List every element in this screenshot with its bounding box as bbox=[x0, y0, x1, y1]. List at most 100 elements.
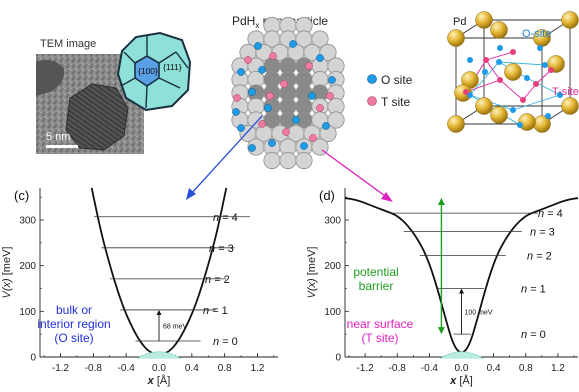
x-tick-label: -0.4 bbox=[421, 363, 439, 374]
lattice-edge bbox=[485, 59, 501, 81]
energy-level-label: n = 3 bbox=[209, 243, 234, 255]
lattice-edge bbox=[512, 94, 561, 111]
x-tick-label: 0.4 bbox=[487, 363, 501, 374]
energy-level-label: n = 1 bbox=[521, 283, 546, 295]
pd-atom bbox=[447, 115, 465, 133]
region-label: near surface bbox=[347, 317, 414, 331]
y-tick-label: 200 bbox=[19, 261, 36, 272]
arrow-head-bulk bbox=[186, 188, 196, 200]
x-tick-label: -0.8 bbox=[389, 363, 407, 374]
o-site-marker bbox=[557, 92, 563, 98]
o-site-marker bbox=[497, 45, 503, 51]
energy-level-label: n = 3 bbox=[530, 226, 555, 238]
t-site-marker bbox=[316, 104, 324, 112]
truncated-octahedron-icon: {100} {111} bbox=[116, 31, 192, 112]
ground-state-density bbox=[439, 351, 484, 359]
o-site-marker bbox=[248, 144, 256, 152]
o-site-marker bbox=[237, 124, 245, 132]
t-site-marker bbox=[326, 92, 334, 100]
y-tick-label: 200 bbox=[324, 261, 341, 272]
tem-nanoparticle bbox=[65, 83, 129, 151]
lattice-pd-label: Pd bbox=[453, 16, 466, 28]
x-tick-label: 0.0 bbox=[152, 363, 166, 374]
arrow-to-surface-panel bbox=[321, 149, 389, 199]
o-site-marker bbox=[289, 40, 297, 48]
legend-o-site-label: O site bbox=[381, 73, 413, 87]
pd-atom bbox=[475, 97, 493, 115]
o-site-marker bbox=[545, 113, 551, 119]
t-site-marker bbox=[280, 80, 288, 88]
y-tick-label: 300 bbox=[324, 215, 341, 226]
lattice-edge bbox=[526, 77, 561, 96]
o-site-marker bbox=[537, 45, 543, 51]
x-tick-label: -1.2 bbox=[52, 363, 70, 374]
x-tick-label: -0.4 bbox=[118, 363, 136, 374]
panel-label: (d) bbox=[319, 188, 335, 203]
spacing-arrow-head bbox=[156, 309, 162, 315]
y-tick-label: 100 bbox=[324, 307, 341, 318]
scale-label: 5 nm bbox=[46, 131, 70, 143]
arrow-to-bulk-panel bbox=[189, 115, 263, 196]
pd-atom bbox=[279, 151, 297, 170]
barrier-arrow-head-top bbox=[437, 198, 445, 206]
o-site-marker bbox=[316, 54, 324, 62]
o-site-marker bbox=[248, 88, 256, 96]
o-site-marker bbox=[322, 122, 330, 130]
facet-100-label: {100} bbox=[138, 66, 158, 76]
y-axis-label: V(x) [meV] bbox=[306, 247, 318, 299]
x-axis-label: x [Å] bbox=[449, 374, 473, 387]
o-site-marker bbox=[264, 104, 272, 112]
pd-atom bbox=[561, 11, 579, 29]
facet-111-label: {111} bbox=[163, 62, 182, 72]
y-tick-label: 300 bbox=[19, 215, 36, 226]
t-site-marker bbox=[282, 128, 290, 136]
barrier-label: barrier bbox=[359, 279, 394, 293]
o-site-marker bbox=[542, 62, 548, 68]
x-tick-label: 1.2 bbox=[251, 363, 265, 374]
tem-dark-particle-left bbox=[36, 60, 65, 96]
region-label: interior region bbox=[37, 317, 110, 331]
chart-d: -1.2 -0.8 -0.4 0.0 0.4 0.8 1.2 0 100 200 300 x [Å] V… bbox=[306, 188, 579, 387]
nanoparticle-cluster bbox=[231, 16, 345, 170]
o-site-marker bbox=[328, 76, 336, 84]
t-site-marker bbox=[533, 81, 539, 87]
o-site-marker bbox=[292, 116, 300, 124]
region-label: (O site) bbox=[54, 331, 93, 345]
o-site-marker bbox=[517, 122, 523, 128]
t-site-marker bbox=[244, 56, 252, 64]
x-tick-label: -0.8 bbox=[85, 363, 103, 374]
energy-level-label: n = 1 bbox=[203, 305, 228, 317]
legend-t-site-marker bbox=[367, 96, 377, 106]
y-tick-label: 0 bbox=[335, 353, 341, 364]
t-site-marker bbox=[233, 94, 241, 102]
t-site-marker bbox=[520, 97, 526, 103]
arrow-head-surface bbox=[381, 192, 393, 202]
pd-atom bbox=[295, 151, 313, 170]
t-site-marker bbox=[483, 57, 489, 63]
t-site-marker bbox=[269, 52, 277, 60]
pd-atom bbox=[490, 106, 508, 124]
t-site-marker bbox=[258, 120, 266, 128]
lattice-edge bbox=[498, 61, 546, 66]
potential-curve bbox=[344, 197, 579, 354]
t-site-marker bbox=[463, 89, 469, 95]
barrier-label: potential bbox=[353, 265, 398, 279]
t-site-marker bbox=[309, 134, 317, 142]
nanoparticle-panel: PdHx nanoparticle O site T site bbox=[231, 14, 413, 170]
legend-t-site-label: T site bbox=[381, 95, 410, 109]
fcc-lattice-diagram: Pd O-site T-site bbox=[447, 11, 579, 133]
spacing-label: 68 meV bbox=[163, 323, 187, 330]
barrier-arrow-head-bottom bbox=[437, 327, 445, 335]
pd-atom bbox=[490, 21, 508, 39]
o-site-marker bbox=[232, 108, 240, 116]
pd-atom bbox=[319, 43, 337, 62]
y-axis-label: V(x) [meV] bbox=[1, 247, 13, 299]
pd-atom bbox=[504, 63, 522, 81]
t-site-marker bbox=[497, 77, 503, 83]
x-tick-label: 0.0 bbox=[455, 363, 469, 374]
o-site-marker bbox=[300, 142, 308, 150]
energy-level-label: n = 2 bbox=[527, 251, 552, 263]
lattice-edge bbox=[522, 83, 537, 101]
t-site-marker bbox=[510, 49, 516, 55]
